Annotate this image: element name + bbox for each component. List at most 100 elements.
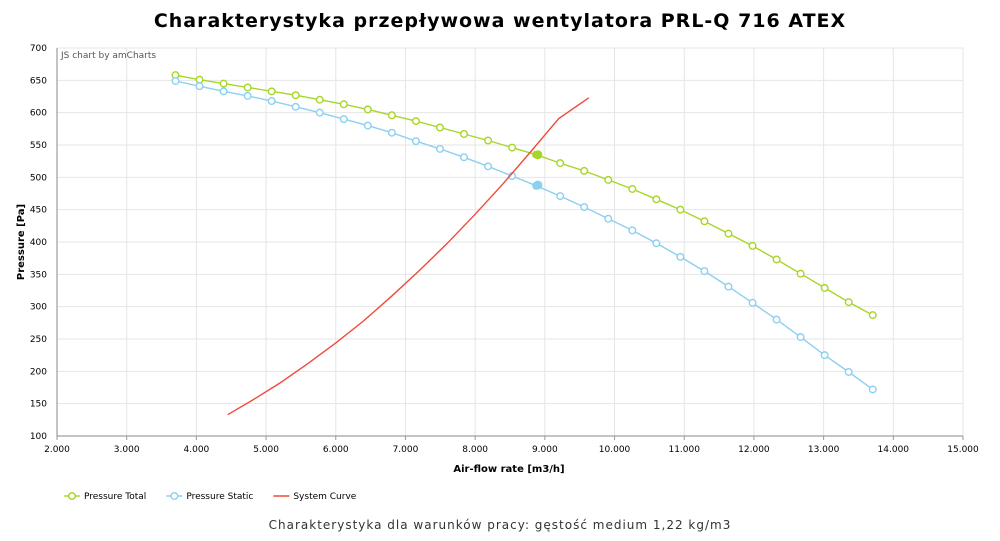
- y-tick-label: 200: [30, 367, 47, 377]
- pressure-static-point[interactable]: [748, 298, 757, 307]
- y-tick-label: 400: [30, 238, 47, 248]
- pressure-static-point[interactable]: [315, 108, 324, 117]
- pressure-total-operating-point[interactable]: [533, 150, 543, 160]
- legend-label: Pressure Static: [186, 492, 253, 502]
- series-layer: [171, 71, 877, 416]
- x-tick-label: 13.000: [808, 445, 840, 455]
- pressure-total-point[interactable]: [652, 195, 661, 204]
- x-tick-label: 9.000: [532, 445, 558, 455]
- x-axis-ticks: 2.000 3.000 4.000 5.000 6.000 7.000 8.000 9.000…: [44, 436, 979, 455]
- pressure-static-point[interactable]: [604, 214, 613, 223]
- pressure-total-point[interactable]: [387, 111, 396, 120]
- x-tick-label: 4.000: [184, 445, 210, 455]
- pressure-total-point[interactable]: [363, 105, 372, 114]
- legend-marker: [67, 492, 76, 501]
- pressure-static-point[interactable]: [844, 367, 853, 376]
- legend-item-system-curve[interactable]: System Curve: [273, 492, 357, 502]
- pressure-static-point[interactable]: [171, 76, 180, 85]
- pressure-total-point[interactable]: [868, 311, 877, 320]
- pressure-static-point[interactable]: [460, 153, 469, 162]
- x-tick-label: 11.000: [668, 445, 700, 455]
- legend-item-pressure-static[interactable]: Pressure Static: [166, 492, 253, 502]
- y-axis-title: Pressure [Pa]: [16, 204, 27, 280]
- x-tick-label: 12.000: [738, 445, 770, 455]
- y-tick-label: 450: [30, 206, 47, 216]
- pressure-static-point[interactable]: [387, 128, 396, 137]
- pressure-total-point[interactable]: [339, 100, 348, 109]
- pressure-total-point[interactable]: [219, 79, 228, 88]
- pressure-static-point[interactable]: [363, 121, 372, 130]
- pressure-static-point[interactable]: [484, 162, 493, 171]
- pressure-total-point[interactable]: [820, 283, 829, 292]
- y-tick-label: 700: [30, 44, 47, 54]
- pressure-static-point[interactable]: [556, 192, 565, 201]
- pressure-total-point[interactable]: [556, 159, 565, 168]
- pressure-static-point[interactable]: [267, 97, 276, 106]
- pressure-total-point[interactable]: [195, 75, 204, 84]
- pressure-total-point[interactable]: [748, 241, 757, 250]
- pressure-total-point[interactable]: [796, 269, 805, 278]
- y-tick-label: 550: [30, 141, 47, 151]
- pressure-total-point[interactable]: [676, 205, 685, 214]
- pressure-static-point[interactable]: [820, 351, 829, 360]
- y-tick-label: 650: [30, 76, 47, 86]
- y-tick-label: 150: [30, 400, 47, 410]
- pressure-total-point[interactable]: [580, 166, 589, 175]
- pressure-static-line[interactable]: [175, 80, 874, 390]
- pressure-static-point[interactable]: [435, 144, 444, 153]
- x-tick-label: 14.000: [878, 445, 910, 455]
- pressure-static-point[interactable]: [219, 87, 228, 96]
- pressure-total-line[interactable]: [175, 74, 874, 316]
- pressure-total-point[interactable]: [700, 217, 709, 226]
- pressure-total-point[interactable]: [484, 136, 493, 145]
- y-tick-label: 500: [30, 173, 47, 183]
- pressure-static-point[interactable]: [772, 315, 781, 324]
- y-axis-ticks: 100 150 200 250 300 350 400 450 500 550 600 650 700: [30, 44, 47, 442]
- pressure-static-point[interactable]: [291, 102, 300, 111]
- pressure-total-point[interactable]: [724, 229, 733, 238]
- pressure-static-point[interactable]: [243, 91, 252, 100]
- legend-label: Pressure Total: [84, 492, 146, 502]
- pressure-static-point[interactable]: [676, 252, 685, 261]
- pressure-total-point[interactable]: [508, 143, 517, 152]
- x-tick-label: 3.000: [114, 445, 140, 455]
- pressure-total-point[interactable]: [267, 87, 276, 96]
- legend: Pressure Total Pressure Static System Curv…: [64, 492, 357, 502]
- pressure-total-point[interactable]: [604, 175, 613, 184]
- pressure-static-point[interactable]: [195, 82, 204, 91]
- pressure-total-point[interactable]: [435, 123, 444, 132]
- pressure-static-point[interactable]: [339, 115, 348, 124]
- pressure-total-point[interactable]: [460, 130, 469, 139]
- x-tick-label: 15.000: [947, 445, 979, 455]
- y-tick-label: 300: [30, 303, 47, 313]
- pressure-static-point[interactable]: [652, 239, 661, 248]
- x-tick-label: 5.000: [253, 445, 279, 455]
- pressure-total-point[interactable]: [243, 83, 252, 92]
- pressure-total-point[interactable]: [844, 298, 853, 307]
- pressure-static-point[interactable]: [796, 333, 805, 342]
- x-tick-label: 7.000: [393, 445, 419, 455]
- y-tick-label: 600: [30, 109, 47, 119]
- pressure-static-point[interactable]: [700, 267, 709, 276]
- pressure-total-point[interactable]: [315, 95, 324, 104]
- pressure-static-point[interactable]: [628, 226, 637, 235]
- chart-credit[interactable]: JS chart by amCharts: [60, 51, 156, 61]
- pressure-static-point[interactable]: [724, 282, 733, 291]
- legend-item-pressure-total[interactable]: Pressure Total: [64, 492, 146, 502]
- pressure-static-point[interactable]: [580, 203, 589, 212]
- pressure-total-point[interactable]: [628, 184, 637, 193]
- y-tick-label: 250: [30, 335, 47, 345]
- x-tick-label: 2.000: [44, 445, 70, 455]
- x-axis-title: Air-flow rate [m3/h]: [453, 464, 564, 475]
- axes: [56, 48, 963, 437]
- legend-marker: [170, 492, 179, 501]
- pressure-total-point[interactable]: [772, 255, 781, 264]
- pressure-static-point[interactable]: [411, 137, 420, 146]
- pressure-static-point[interactable]: [868, 385, 877, 394]
- pressure-total-point[interactable]: [411, 117, 420, 126]
- legend-label: System Curve: [293, 492, 356, 502]
- pressure-total-point[interactable]: [291, 91, 300, 100]
- system-curve-line[interactable]: [227, 97, 590, 416]
- pressure-static-operating-point[interactable]: [533, 180, 543, 190]
